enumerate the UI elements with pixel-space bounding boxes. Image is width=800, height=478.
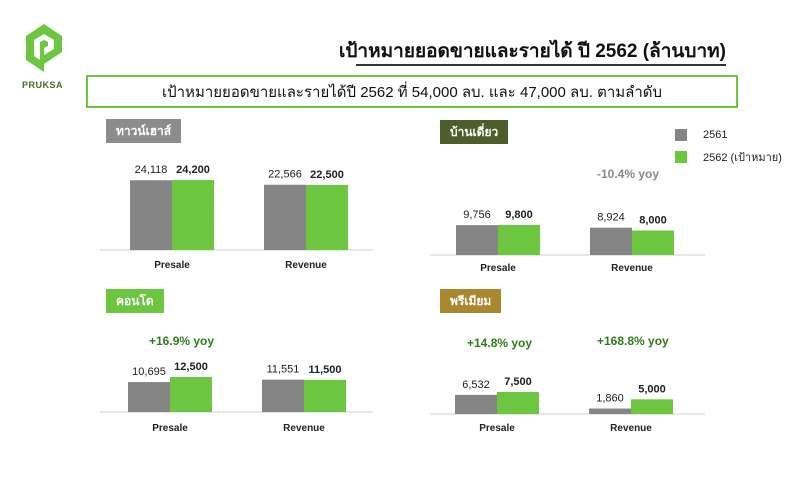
data-label: 22,566 (268, 169, 302, 181)
bar (262, 379, 304, 412)
bar (590, 227, 632, 255)
pruksa-logo-icon (26, 24, 62, 72)
data-label: 9,800 (505, 209, 533, 221)
legend-swatch (675, 129, 687, 141)
bar (631, 399, 673, 414)
yoy-annotation: +14.8% yoy (467, 336, 533, 350)
logo-text: PRUKSA (22, 80, 64, 90)
category-label: Revenue (611, 263, 653, 274)
data-label: 22,500 (310, 169, 344, 181)
bar (455, 394, 497, 414)
title-underline (356, 64, 726, 66)
legend-label: 2561 (703, 129, 728, 141)
category-label: Presale (154, 260, 190, 271)
category-label: Revenue (610, 423, 652, 434)
bar (170, 377, 212, 412)
legend-item: 2562 (เป้าหมาย) (675, 146, 782, 168)
chart-legend: 2561 2562 (เป้าหมาย) (675, 124, 782, 168)
yoy-annotation: -10.4% yoy (597, 167, 660, 181)
bar (306, 184, 348, 250)
category-label: Presale (479, 423, 515, 434)
bar (264, 184, 306, 250)
bar (172, 180, 214, 250)
bar (130, 180, 172, 250)
page-title: เป้าหมายยอดขายและรายได้ ปี 2562 (ล้านบาท… (338, 41, 726, 62)
panel-tag-townhouse: ทาวน์เฮาส์ (106, 119, 182, 143)
data-label: 10,695 (132, 366, 166, 378)
data-label: 5,000 (638, 383, 666, 395)
data-label: 11,551 (267, 364, 300, 376)
category-label: Revenue (285, 260, 327, 271)
legend-item: 2561 (675, 124, 782, 146)
panel-tag-premium: พรีเมียม (440, 289, 502, 313)
yoy-annotation: +16.9% yoy (149, 334, 215, 348)
bar (304, 379, 346, 412)
data-label: 9,756 (463, 209, 491, 221)
legend-swatch (675, 151, 687, 163)
data-label: 8,000 (639, 215, 667, 227)
bar (498, 225, 540, 255)
bar (128, 382, 170, 412)
data-label: 6,532 (462, 379, 490, 391)
bar (589, 408, 631, 414)
data-label: 1,860 (596, 393, 624, 405)
panel-tag-single-house: บ้านเดี่ยว (440, 120, 509, 144)
data-label: 11,500 (308, 364, 341, 376)
data-label: 12,500 (174, 361, 208, 373)
bar (456, 225, 498, 255)
bar (497, 392, 539, 414)
panel-tag-condo: คอนโด (106, 289, 164, 313)
bar (632, 230, 674, 255)
data-label: 24,118 (135, 164, 168, 176)
yoy-annotation: +168.8% yoy (597, 334, 669, 348)
category-label: Revenue (283, 423, 325, 434)
data-label: 24,200 (176, 164, 210, 176)
category-label: Presale (480, 263, 516, 274)
category-label: Presale (152, 423, 188, 434)
legend-label: 2562 (เป้าหมาย) (703, 152, 782, 164)
data-label: 8,924 (597, 212, 625, 224)
data-label: 7,500 (504, 376, 532, 388)
summary-banner: เป้าหมายยอดขายและรายได้ปี 2562 ที่ 54,00… (86, 75, 738, 108)
